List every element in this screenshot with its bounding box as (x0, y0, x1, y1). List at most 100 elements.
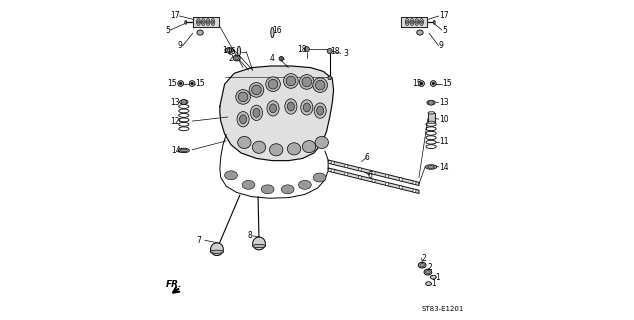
Text: 18: 18 (330, 46, 340, 56)
Circle shape (299, 75, 314, 89)
Circle shape (328, 76, 332, 80)
Polygon shape (328, 168, 419, 194)
Text: 2: 2 (428, 263, 432, 272)
Text: 13: 13 (170, 98, 179, 107)
Circle shape (238, 92, 248, 102)
Circle shape (178, 81, 183, 86)
Ellipse shape (405, 19, 409, 26)
Polygon shape (193, 17, 219, 27)
Ellipse shape (418, 262, 426, 268)
Circle shape (372, 171, 375, 174)
Text: 12: 12 (170, 117, 179, 126)
Ellipse shape (427, 166, 434, 168)
Ellipse shape (240, 115, 247, 124)
Circle shape (181, 100, 186, 105)
Ellipse shape (210, 250, 224, 253)
Text: 11: 11 (439, 137, 448, 146)
Text: 6: 6 (364, 153, 369, 162)
Polygon shape (220, 66, 333, 161)
Ellipse shape (281, 185, 294, 194)
Circle shape (207, 21, 209, 23)
Ellipse shape (178, 148, 190, 153)
Text: 1: 1 (431, 279, 436, 288)
Text: 10: 10 (439, 115, 448, 124)
Circle shape (279, 56, 283, 61)
Text: 2: 2 (422, 254, 426, 263)
Text: 17: 17 (170, 12, 179, 20)
Text: 1: 1 (436, 273, 440, 282)
Ellipse shape (316, 106, 324, 115)
Circle shape (286, 76, 295, 86)
Ellipse shape (424, 269, 432, 275)
Text: 2: 2 (229, 54, 233, 63)
Ellipse shape (238, 136, 251, 148)
Ellipse shape (237, 46, 240, 56)
Circle shape (415, 21, 418, 23)
Ellipse shape (430, 275, 436, 279)
Text: 9: 9 (439, 41, 444, 51)
Circle shape (313, 78, 328, 92)
Circle shape (302, 77, 311, 87)
Text: 5: 5 (165, 26, 171, 35)
Text: FR.: FR. (166, 280, 183, 289)
Text: 16: 16 (272, 27, 281, 36)
Circle shape (345, 164, 348, 168)
Circle shape (236, 90, 250, 104)
Ellipse shape (425, 270, 430, 274)
Ellipse shape (206, 19, 210, 26)
Ellipse shape (287, 102, 294, 111)
Circle shape (385, 174, 389, 178)
Ellipse shape (420, 264, 424, 267)
Bar (428, 113, 435, 123)
Ellipse shape (420, 19, 424, 26)
Ellipse shape (267, 101, 279, 116)
Ellipse shape (242, 180, 255, 189)
Circle shape (266, 77, 280, 92)
Circle shape (413, 189, 416, 192)
Ellipse shape (252, 244, 266, 248)
Circle shape (345, 172, 348, 176)
Ellipse shape (303, 103, 310, 112)
Text: 5: 5 (442, 26, 447, 35)
Circle shape (432, 82, 434, 85)
Ellipse shape (184, 20, 186, 24)
Text: 16: 16 (226, 47, 236, 56)
Circle shape (197, 21, 200, 23)
Text: 9: 9 (178, 41, 183, 51)
Text: 14: 14 (439, 163, 448, 172)
Text: 14: 14 (171, 146, 181, 155)
Text: 1: 1 (223, 45, 227, 55)
Ellipse shape (428, 121, 435, 124)
Text: 15: 15 (442, 79, 451, 88)
Text: 15: 15 (167, 79, 177, 88)
Circle shape (252, 237, 266, 250)
Circle shape (249, 83, 264, 97)
Ellipse shape (415, 19, 418, 26)
Ellipse shape (224, 171, 237, 180)
Text: 4: 4 (270, 54, 275, 63)
Text: 13: 13 (439, 98, 448, 107)
Ellipse shape (250, 105, 262, 121)
Ellipse shape (302, 140, 316, 153)
Ellipse shape (261, 185, 274, 194)
Ellipse shape (252, 141, 266, 153)
Ellipse shape (428, 112, 435, 114)
Ellipse shape (301, 100, 313, 115)
Ellipse shape (427, 100, 435, 105)
Circle shape (358, 168, 361, 171)
Circle shape (385, 182, 389, 186)
Circle shape (304, 47, 309, 52)
Circle shape (189, 81, 195, 86)
Circle shape (399, 186, 403, 189)
Ellipse shape (197, 19, 200, 26)
Ellipse shape (235, 56, 238, 60)
Ellipse shape (253, 108, 260, 117)
Text: 6: 6 (367, 171, 372, 180)
Text: ST83-E1201: ST83-E1201 (421, 306, 463, 312)
Ellipse shape (269, 104, 276, 113)
Polygon shape (401, 17, 427, 27)
Ellipse shape (211, 19, 215, 26)
Circle shape (202, 21, 205, 23)
Text: 15: 15 (195, 79, 205, 88)
Text: 18: 18 (297, 44, 307, 54)
